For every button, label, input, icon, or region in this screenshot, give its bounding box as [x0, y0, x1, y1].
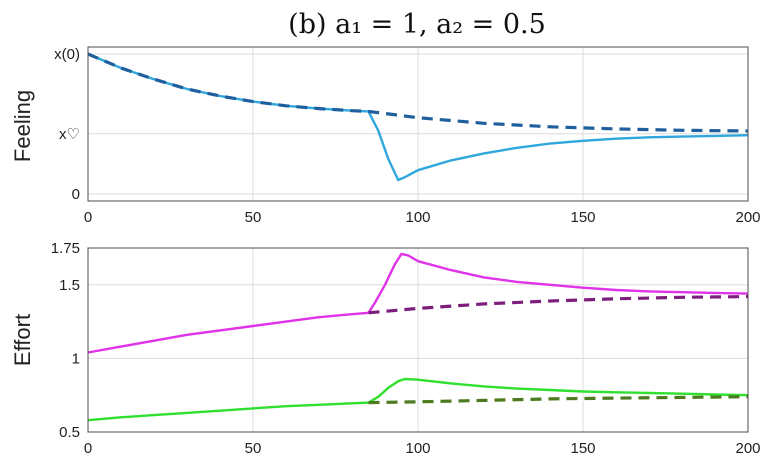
effort-axes-frame	[87, 247, 749, 433]
feeling-series-line-dashed	[87, 52, 749, 133]
feeling-x-tick-labels: 0 50 100 150 200	[84, 209, 761, 226]
effort-series-line-solid	[87, 377, 749, 422]
feeling-series-group	[87, 52, 749, 182]
feeling-y-tick-label: 0	[72, 186, 80, 203]
feeling-x-tick-label: 0	[84, 209, 92, 226]
feeling-y-axis-label: Feeling	[10, 90, 35, 162]
effort-y-tick-label: 1.5	[59, 277, 80, 294]
effort-y-tick-label: 1.75	[51, 240, 80, 257]
feeling-panel: 0 50 100 150 200 0 x♡ x(0) Feeling	[10, 46, 761, 226]
effort-panel: 0 50 100 150 200 0.5 1 1.5 1.75 Effort	[10, 240, 761, 457]
effort-series-line-dashed	[368, 295, 749, 315]
effort-x-tick-label: 50	[245, 440, 262, 457]
feeling-axes-frame	[87, 46, 749, 202]
effort-x-tick-label: 200	[735, 440, 760, 457]
effort-y-tick-labels: 0.5 1 1.5 1.75	[51, 240, 80, 441]
effort-series-group	[87, 252, 749, 422]
effort-x-tick-label: 100	[405, 440, 430, 457]
effort-y-tick-label: 1	[72, 350, 80, 367]
effort-x-tick-label: 0	[84, 440, 92, 457]
effort-y-axis-label: Effort	[10, 314, 35, 366]
effort-x-tick-labels: 0 50 100 150 200	[84, 440, 761, 457]
feeling-grid	[87, 47, 749, 201]
chart-title: (b) a₁ = 1, a₂ = 0.5	[288, 9, 546, 40]
effort-series-line-dashed	[368, 395, 749, 405]
feeling-series-line-solid	[87, 52, 749, 182]
feeling-y-tick-label: x(0)	[54, 46, 80, 63]
feeling-y-tick-labels: 0 x♡ x(0)	[54, 46, 80, 203]
feeling-x-tick-label: 100	[405, 209, 430, 226]
feeling-y-tick-label: x♡	[59, 126, 80, 143]
effort-y-tick-label: 0.5	[59, 424, 80, 441]
feeling-x-tick-label: 50	[245, 209, 262, 226]
effort-x-tick-label: 150	[570, 440, 595, 457]
feeling-x-tick-label: 150	[570, 209, 595, 226]
effort-series-line-solid	[87, 252, 749, 354]
feeling-x-tick-label: 200	[735, 209, 760, 226]
effort-grid	[87, 247, 749, 433]
